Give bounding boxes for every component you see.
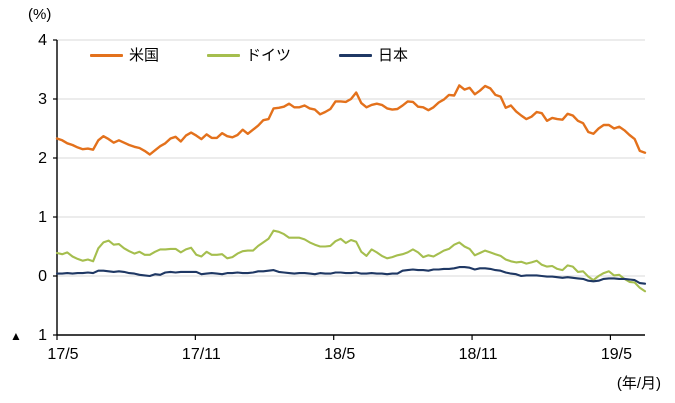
legend-swatch-japan: [339, 54, 373, 57]
y-tick-label: 2: [38, 150, 47, 167]
y-tick-label: 0: [38, 268, 47, 285]
series-line-0: [55, 84, 647, 156]
legend-swatch-us: [90, 54, 123, 57]
legend-item-us: 米国: [90, 48, 159, 63]
series-line-1: [55, 229, 647, 293]
y-tick-label: 1: [38, 209, 47, 226]
legend: 米国 ドイツ 日本: [90, 48, 408, 63]
y-tick-label: 4: [38, 32, 47, 49]
x-tick-label: 18/11: [459, 346, 498, 363]
x-tick-label: 17/11: [182, 346, 221, 363]
legend-label-us: 米国: [129, 47, 160, 64]
x-axis-unit-label: (年/月): [616, 375, 661, 392]
negative-marker: ▲: [10, 329, 22, 343]
x-tick-label: 19/5: [601, 346, 632, 363]
y-tick-label: 3: [38, 91, 47, 108]
legend-item-germany: ドイツ: [207, 48, 291, 63]
y-tick-label: 1: [38, 327, 47, 344]
legend-label-germany: ドイツ: [246, 47, 292, 64]
x-tick-label: 17/5: [47, 346, 78, 363]
x-tick-label: 18/5: [324, 346, 355, 363]
legend-item-japan: 日本: [339, 48, 408, 63]
series-line-2: [55, 266, 647, 285]
y-axis-unit-label: (%): [28, 6, 52, 23]
legend-label-japan: 日本: [378, 47, 409, 64]
legend-swatch-germany: [207, 54, 241, 57]
